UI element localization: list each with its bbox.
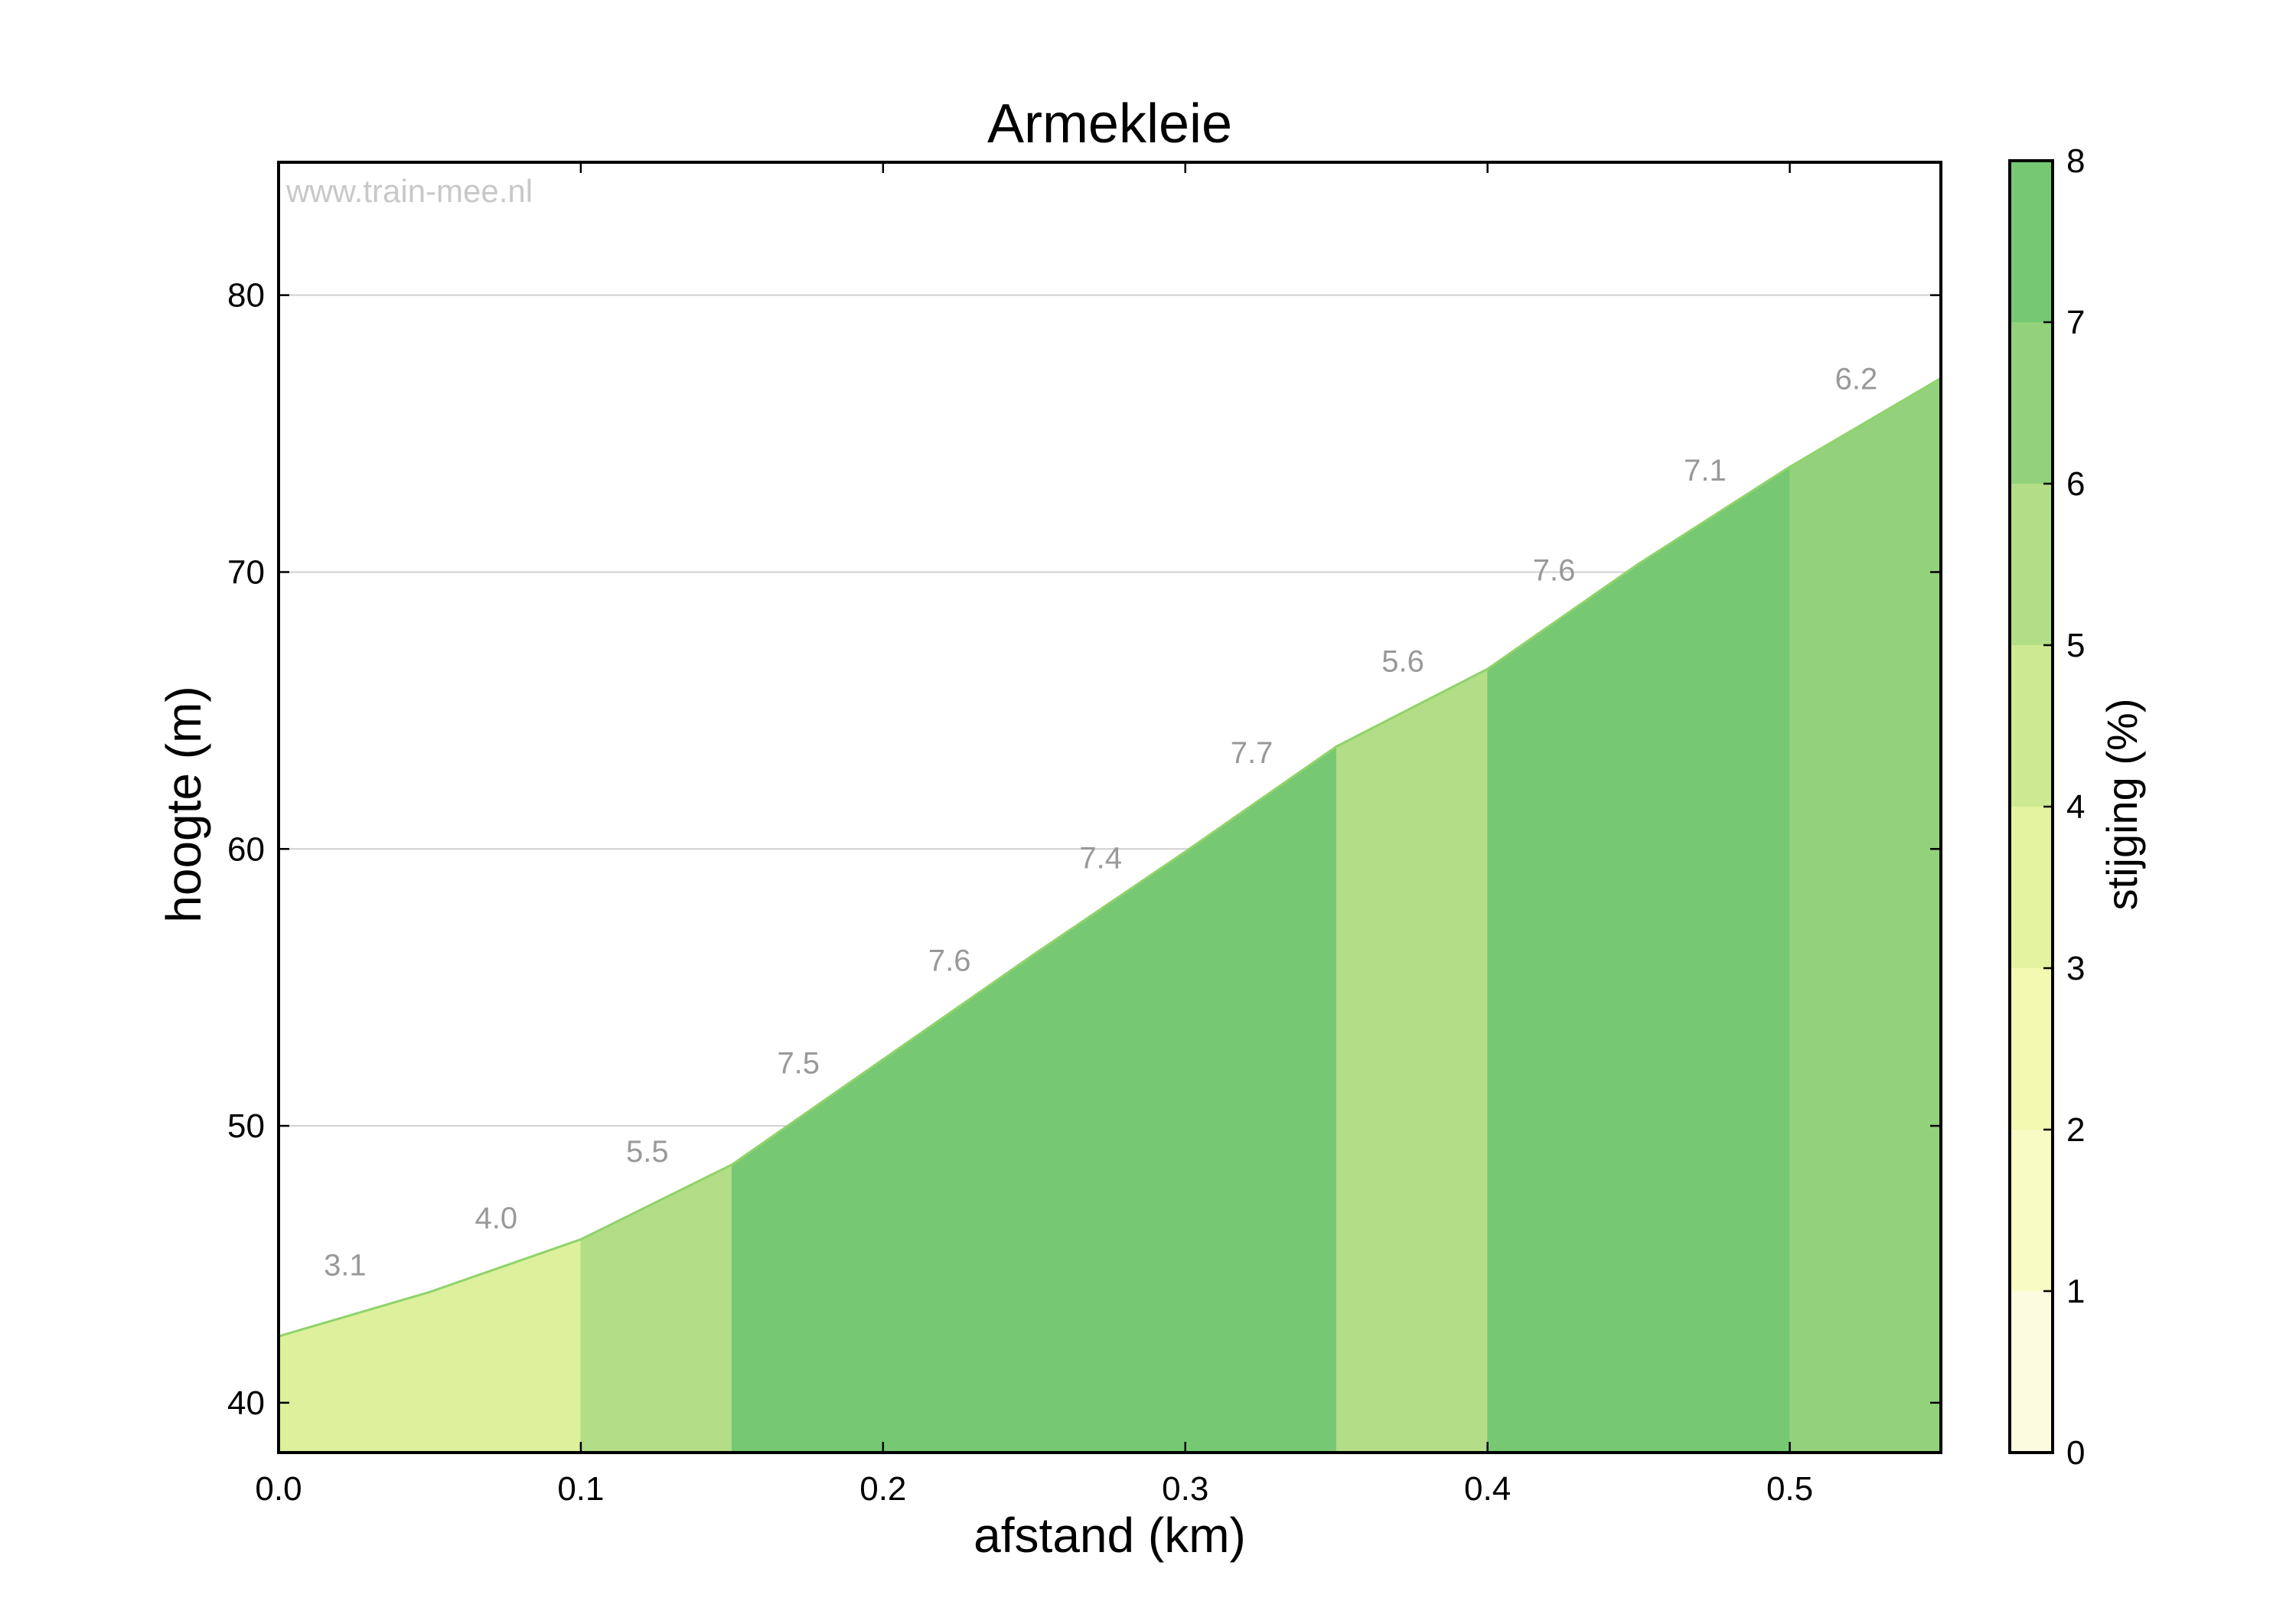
gradient-label: 4.0 bbox=[475, 1202, 518, 1235]
gradient-label: 7.1 bbox=[1684, 454, 1727, 488]
gradient-label: 7.6 bbox=[928, 944, 971, 977]
x-tick-label: 0.1 bbox=[557, 1470, 604, 1508]
x-axis-label: afstand (km) bbox=[974, 1508, 1246, 1563]
colorbar-band bbox=[2010, 1291, 2053, 1453]
elevation-profile-line bbox=[278, 377, 1942, 1338]
gradient-segment bbox=[732, 745, 1337, 1453]
x-tick-label: 0.3 bbox=[1162, 1470, 1208, 1508]
y-tick-label: 60 bbox=[227, 830, 265, 868]
colorbar-band bbox=[2010, 645, 2053, 807]
colorbar-tick-label: 7 bbox=[2066, 304, 2085, 341]
x-tick-label: 0.5 bbox=[1766, 1470, 1813, 1508]
gradient-label: 7.5 bbox=[777, 1046, 820, 1080]
y-tick-label: 40 bbox=[227, 1384, 265, 1422]
colorbar-tick-label: 6 bbox=[2066, 465, 2085, 503]
colorbar-tick-label: 4 bbox=[2066, 788, 2085, 826]
plot-area: 3.1 4.0 5.5 7.5 7.6 7.4 7.7 5.6 7.6 7.1 6.2 0.0 0.1 0… bbox=[227, 161, 1942, 1508]
gradient-segment bbox=[1789, 377, 1942, 1453]
gradient-label: 5.6 bbox=[1381, 645, 1424, 679]
colorbar-band bbox=[2010, 807, 2053, 968]
colorbar-band bbox=[2010, 161, 2053, 322]
y-axis-label: hoogte (m) bbox=[156, 686, 211, 922]
gradient-label: 5.5 bbox=[626, 1135, 669, 1169]
gradient-label: 7.7 bbox=[1231, 736, 1274, 770]
colorbar-band bbox=[2010, 968, 2053, 1130]
chart-title: Armekleie bbox=[987, 93, 1232, 155]
colorbar-band bbox=[2010, 1130, 2053, 1291]
colorbar-tick-label: 0 bbox=[2066, 1434, 2085, 1472]
gradient-segment bbox=[1336, 668, 1488, 1453]
colorbar: 0 1 2 3 4 5 6 7 8 bbox=[2008, 142, 2085, 1472]
gradient-label: 3.1 bbox=[324, 1248, 367, 1282]
plot-frame bbox=[277, 161, 1942, 1454]
x-tick-label: 0.2 bbox=[859, 1470, 906, 1508]
colorbar-tick-label: 3 bbox=[2066, 950, 2085, 987]
gradient-label: 7.6 bbox=[1533, 553, 1576, 587]
y-tick-label: 80 bbox=[227, 277, 265, 315]
gradient-segment bbox=[580, 1164, 732, 1453]
colorbar-tick-label: 5 bbox=[2066, 627, 2085, 664]
x-tick-label: 0.0 bbox=[255, 1470, 302, 1508]
colorbar-band bbox=[2010, 322, 2053, 484]
y-tick-label: 50 bbox=[227, 1107, 265, 1145]
gradient-label: 7.4 bbox=[1079, 842, 1122, 876]
colorbar-tick-label: 2 bbox=[2066, 1111, 2085, 1149]
gradient-segment bbox=[1487, 466, 1790, 1453]
gradient-label: 6.2 bbox=[1835, 363, 1878, 396]
colorbar-tick-label: 1 bbox=[2066, 1273, 2085, 1310]
x-tick-label: 0.4 bbox=[1464, 1470, 1511, 1508]
watermark-text: www.train-mee.nl bbox=[285, 173, 533, 209]
y-tick-label: 70 bbox=[227, 553, 265, 591]
colorbar-band bbox=[2010, 484, 2053, 645]
colorbar-label: stijging (%) bbox=[2098, 699, 2146, 911]
colorbar-tick-label: 8 bbox=[2066, 142, 2085, 180]
